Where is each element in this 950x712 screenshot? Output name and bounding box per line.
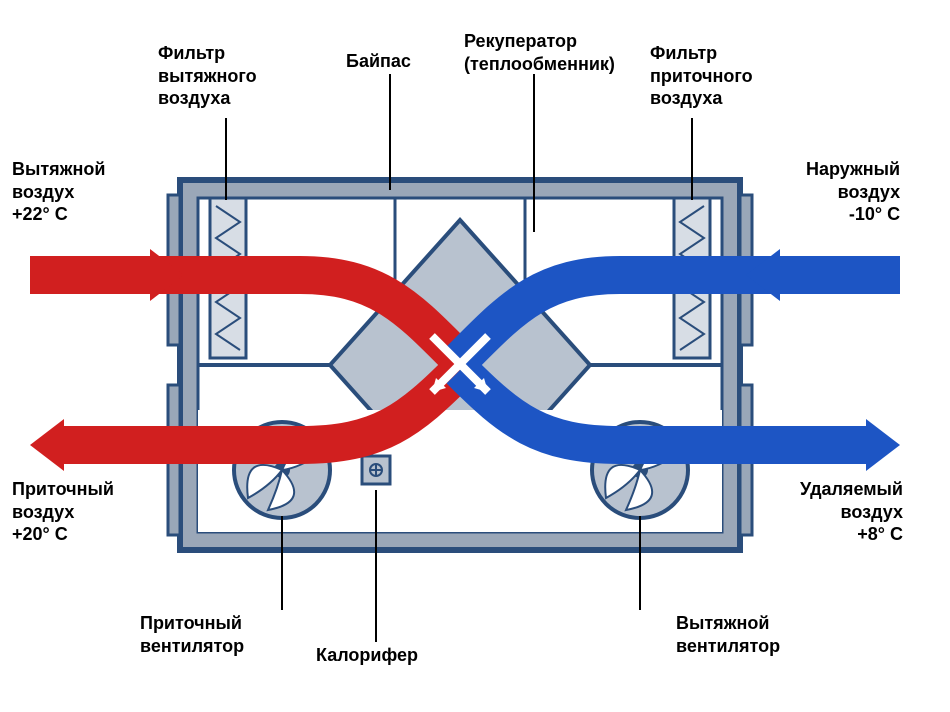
supply-out-line2: воздух [12,502,74,522]
fresh-in-line1: Наружный [806,159,900,179]
exhaust-filter-l1: Фильтр [158,43,225,63]
heater-text: Калорифер [316,645,418,665]
supply-out-temp: +20° С [12,524,68,544]
label-removed-out: Удаляемый воздух +8° С [800,478,903,546]
label-exhaust-in: Вытяжной воздух +22° С [12,158,105,226]
label-recuperator: Рекуператор (теплообменник) [464,30,615,75]
exhaust-fan-l2: вентилятор [676,636,780,656]
removed-out-line2: воздух [841,502,903,522]
label-supply-filter: Фильтр приточного воздуха [650,42,753,110]
heater [362,456,390,484]
label-exhaust-fan: Вытяжной вентилятор [676,612,780,657]
removed-out-line1: Удаляемый [800,479,903,499]
label-supply-fan: Приточный вентилятор [140,612,244,657]
label-bypass: Байпас [346,50,411,73]
supply-fan-l1: Приточный [140,613,242,633]
label-exhaust-filter: Фильтр вытяжного воздуха [158,42,257,110]
label-heater: Калорифер [316,644,418,667]
exhaust-in-temp: +22° С [12,204,68,224]
removed-out-temp: +8° С [857,524,903,544]
recuperator-l1: Рекуператор [464,31,577,51]
supply-fan-l2: вентилятор [140,636,244,656]
exhaust-filter-l2: вытяжного [158,66,257,86]
exhaust-in-line2: воздух [12,182,74,202]
supply-out-line1: Приточный [12,479,114,499]
exhaust-in-line1: Вытяжной [12,159,105,179]
supply-filter-l1: Фильтр [650,43,717,63]
supply-filter-l3: воздуха [650,88,722,108]
fresh-in-temp: -10° С [849,204,900,224]
recuperator-l2: (теплообменник) [464,54,615,74]
label-fresh-in: Наружный воздух -10° С [806,158,900,226]
diagram-canvas [0,0,950,712]
fresh-in-line2: воздух [838,182,900,202]
label-supply-out: Приточный воздух +20° С [12,478,114,546]
exhaust-filter-l3: воздуха [158,88,230,108]
supply-filter-l2: приточного [650,66,753,86]
bypass-text: Байпас [346,51,411,71]
exhaust-fan-l1: Вытяжной [676,613,769,633]
